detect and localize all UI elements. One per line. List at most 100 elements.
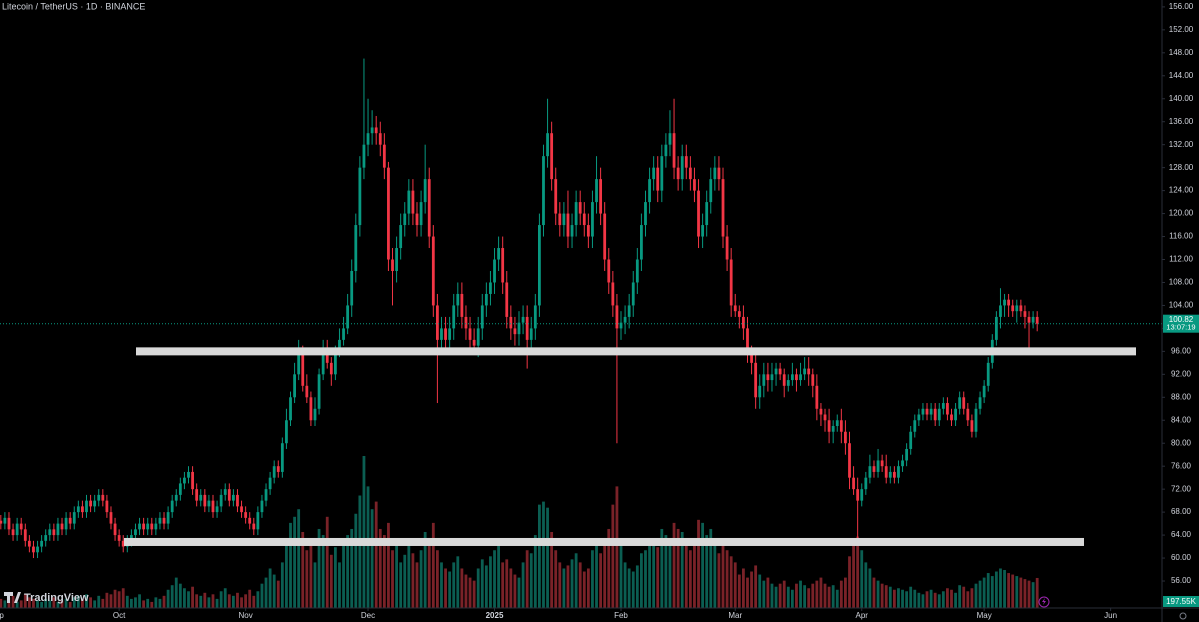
volume-bar [146, 598, 150, 608]
volume-bar [827, 586, 831, 608]
volume-bar [174, 577, 178, 608]
last-volume-label: 197.55K [1166, 597, 1196, 606]
volume-bar [819, 577, 823, 608]
volume-bar [81, 598, 84, 608]
volume-bar [121, 588, 125, 608]
volume-pane [0, 456, 1039, 608]
volume-bar [1003, 570, 1006, 608]
volume-bar [884, 585, 888, 608]
volume-bar [97, 595, 101, 608]
volume-bar [93, 600, 97, 608]
volume-bar [831, 585, 835, 608]
candle-body [427, 179, 431, 237]
candle-body [884, 466, 888, 478]
x-axis: Sep Oct Nov Dec 2025 Feb Mar Apr May Jun [0, 608, 1117, 620]
candle-body [570, 225, 574, 237]
volume-bar [256, 591, 260, 608]
volume-bar [966, 591, 970, 608]
candle-body [946, 403, 949, 415]
x-tick-label: Sep [0, 611, 4, 620]
candle-body [954, 408, 957, 421]
y-tick-label: 144.00 [1169, 71, 1194, 80]
volume-bar [737, 574, 741, 608]
candle-body [513, 328, 517, 335]
volume-bar [36, 600, 39, 608]
volume-bar [178, 583, 182, 608]
volume-bar [370, 509, 374, 608]
candle-body [574, 202, 578, 226]
volume-bar [778, 583, 782, 608]
y-tick-label: 112.00 [1169, 255, 1193, 264]
volume-bar [448, 571, 452, 608]
candle-body [415, 213, 419, 226]
volume-bar [844, 577, 847, 608]
volume-bar [231, 595, 235, 608]
volume-bar [603, 538, 607, 608]
y-tick-label: 108.00 [1169, 278, 1194, 287]
volume-bar [570, 559, 574, 608]
candle-body [509, 316, 513, 329]
volume-bar [807, 588, 811, 608]
candle-body [134, 529, 137, 536]
volume-bar [697, 519, 700, 608]
candle-body [472, 339, 476, 346]
volume-bar [480, 559, 484, 608]
volume-bar [631, 571, 635, 608]
volume-bar [823, 583, 827, 608]
candle-body [933, 408, 937, 421]
volume-bar [954, 592, 957, 608]
candle-body [538, 225, 541, 306]
settings-icon[interactable] [1179, 612, 1187, 620]
candle-body [374, 127, 378, 134]
candle-body [431, 236, 435, 306]
volume-bar [505, 559, 509, 608]
candle-body [199, 494, 203, 501]
candle-body [11, 529, 15, 536]
volume-bar [497, 544, 501, 608]
volume-bar [591, 550, 594, 608]
candle-body [297, 351, 301, 375]
volume-bar [134, 597, 137, 608]
volume-bar [766, 577, 770, 608]
candle-body [378, 133, 382, 145]
candle-body [729, 259, 733, 306]
candle-body [640, 225, 643, 260]
countdown: 13:07:19 [1166, 323, 1195, 332]
y-tick-label: 56.00 [1171, 576, 1192, 585]
volume-bar [32, 598, 35, 608]
volume-bar [937, 594, 941, 608]
candle-body [440, 328, 443, 340]
y-tick-label: 148.00 [1169, 48, 1194, 57]
candle-body [146, 523, 150, 530]
volume-bar [387, 522, 390, 608]
volume-bar [1035, 577, 1039, 608]
candle-body [709, 179, 713, 203]
volume-bar [994, 571, 998, 608]
candle-body [542, 156, 545, 226]
volume-bar [117, 591, 121, 608]
candle-body [688, 167, 692, 180]
volume-bar [848, 556, 851, 608]
y-tick-label: 76.00 [1171, 461, 1192, 470]
volume-bar [183, 588, 186, 608]
volume-bar [607, 528, 611, 608]
volume-bar [529, 553, 533, 608]
volume-bar [321, 535, 325, 608]
candle-body [44, 535, 48, 541]
candle-body [595, 179, 598, 203]
volume-bar [15, 601, 19, 608]
volume-bar [684, 538, 688, 608]
last-price-label: 100.82 [1169, 315, 1194, 324]
volume-bar [203, 592, 207, 608]
candle-body [419, 202, 423, 226]
volume-bar [852, 544, 855, 608]
volume-bar [125, 595, 129, 608]
lightning-icon[interactable] [1038, 596, 1050, 608]
volume-bar [215, 598, 219, 608]
candle-body [795, 374, 798, 381]
y-tick-label: 120.00 [1169, 209, 1194, 218]
candle-body [986, 362, 990, 386]
candle-body [815, 385, 819, 409]
volume-bar [578, 562, 582, 608]
candle-body [480, 305, 484, 329]
